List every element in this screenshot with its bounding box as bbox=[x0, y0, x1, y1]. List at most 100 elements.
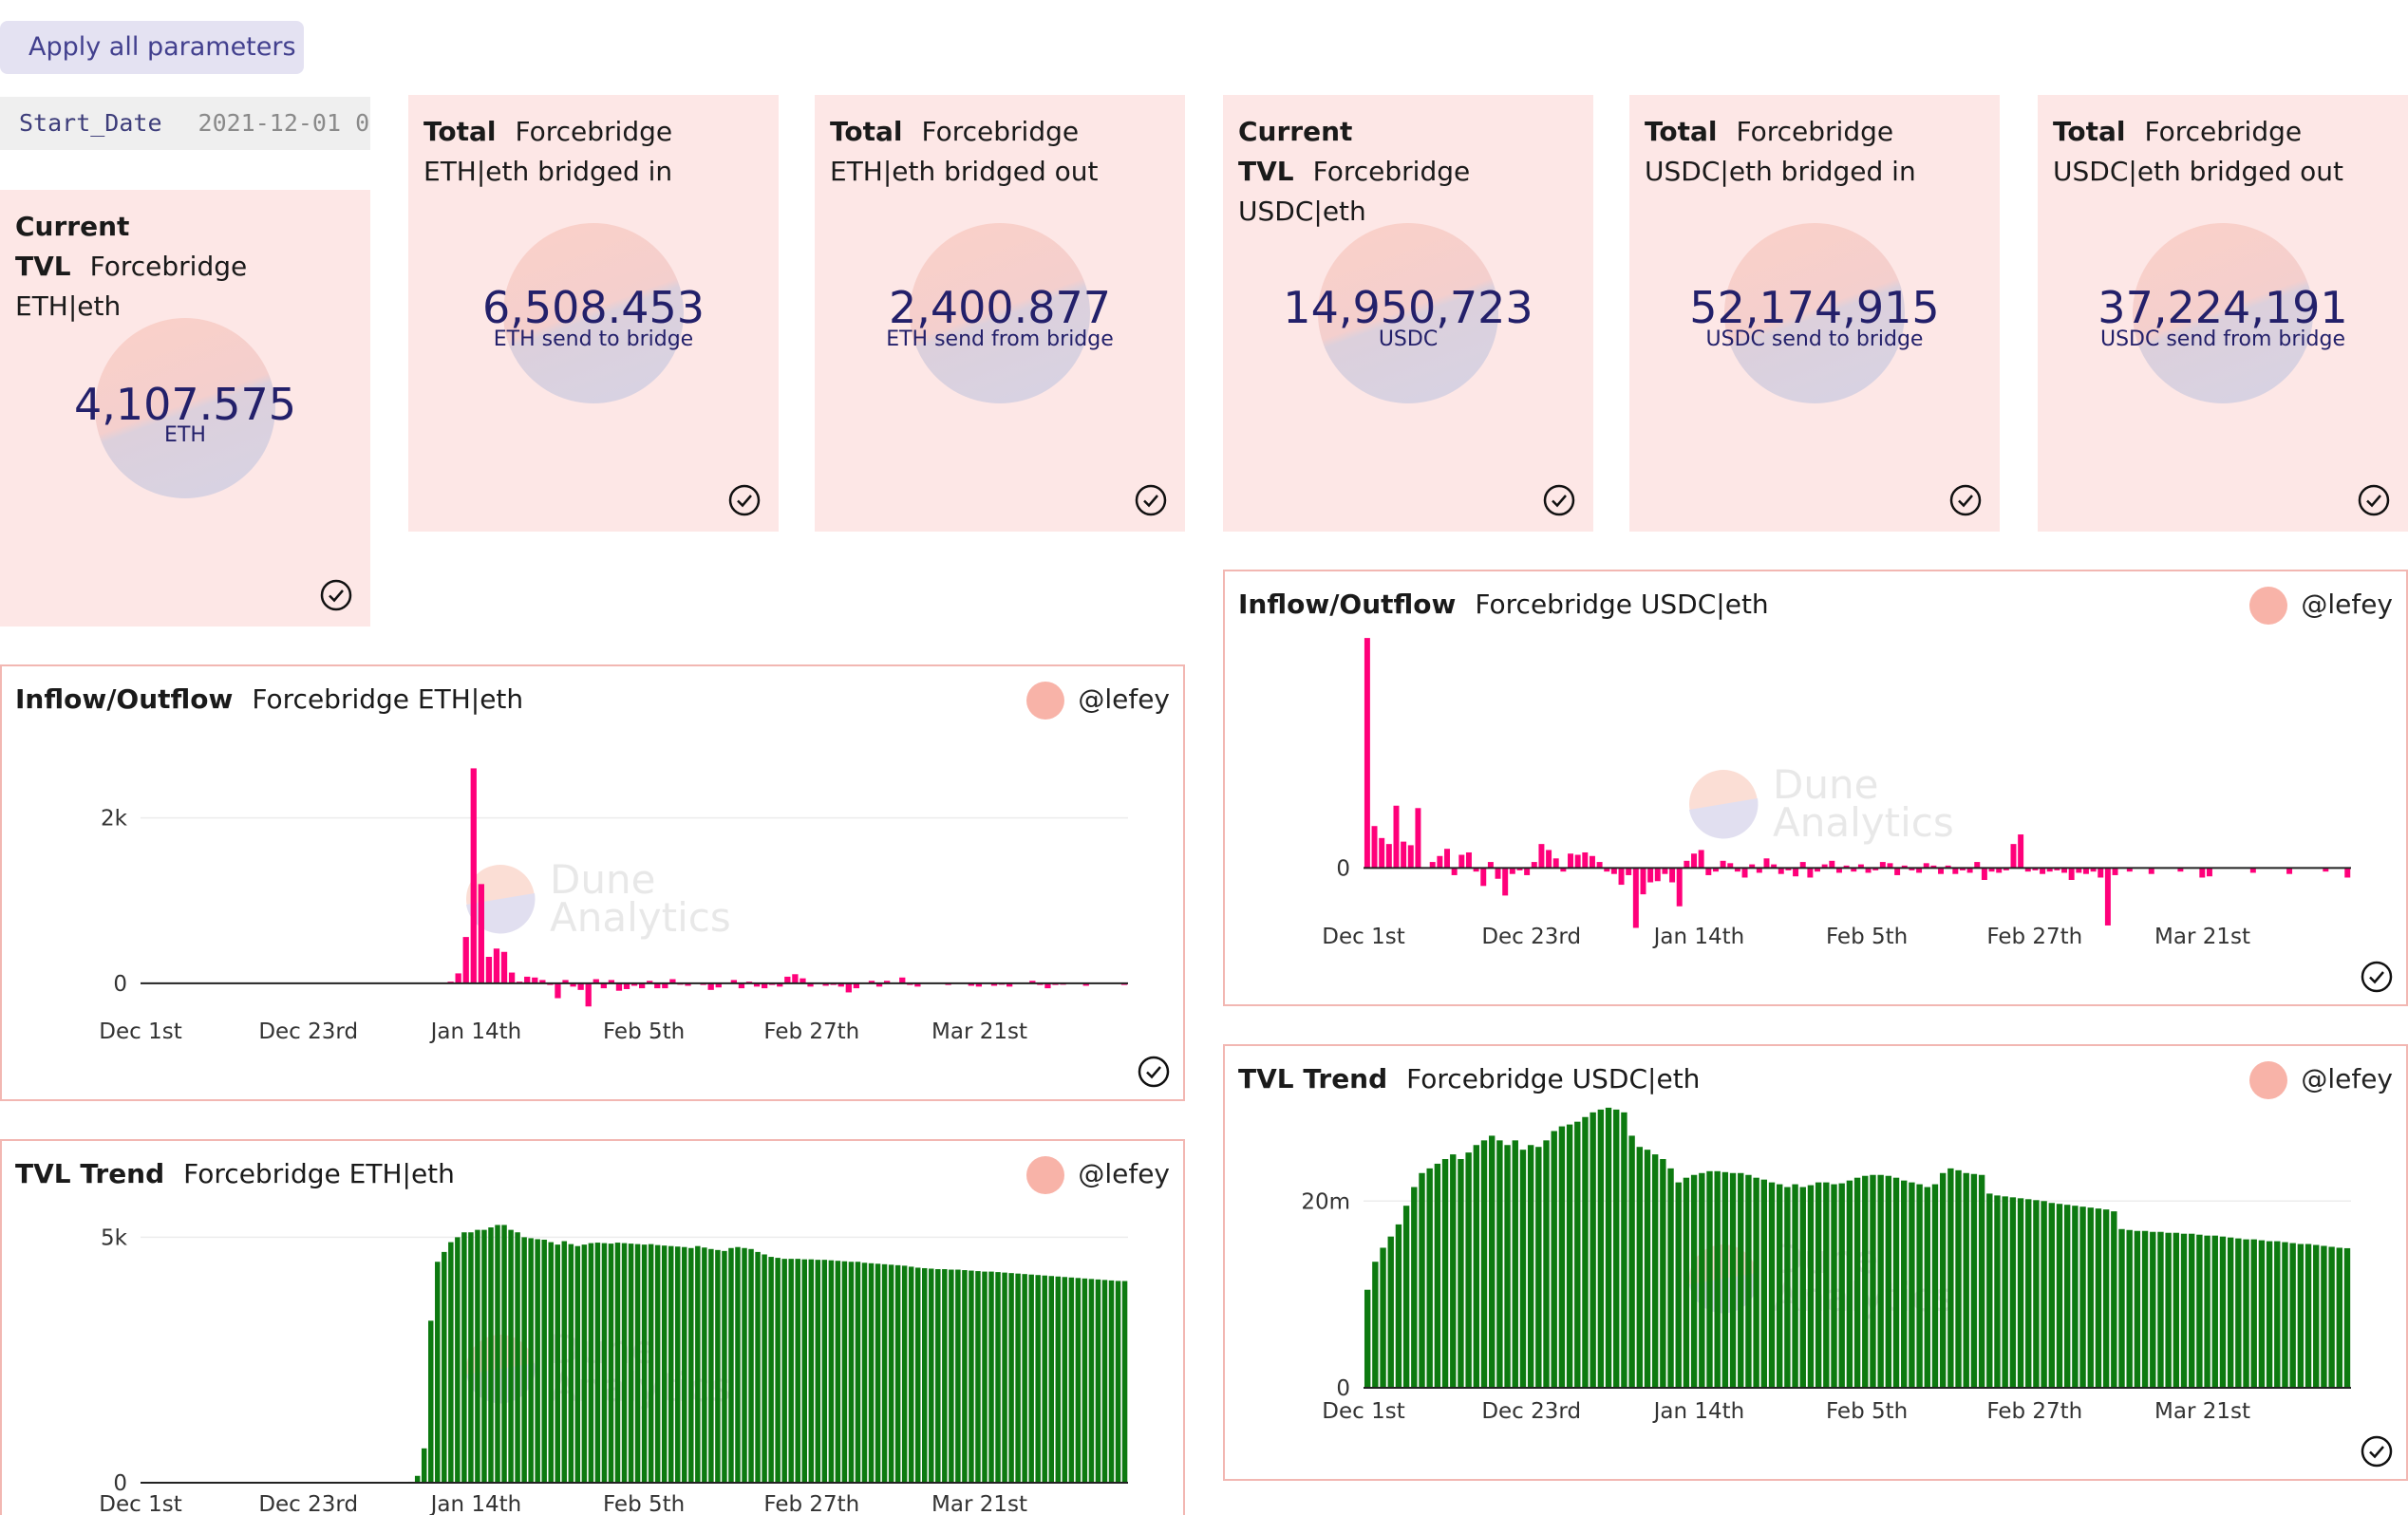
bar[interactable] bbox=[875, 982, 883, 987]
bar[interactable] bbox=[1519, 1150, 1527, 1388]
bar[interactable] bbox=[908, 1266, 914, 1483]
bar[interactable] bbox=[435, 1262, 441, 1483]
bar[interactable] bbox=[1582, 1116, 1589, 1388]
bar[interactable] bbox=[1721, 1171, 1729, 1388]
bar[interactable] bbox=[2126, 1229, 2133, 1388]
bar[interactable] bbox=[1835, 868, 1842, 873]
bar[interactable] bbox=[442, 1251, 447, 1483]
bar[interactable] bbox=[1862, 1175, 1869, 1388]
bar[interactable] bbox=[562, 980, 569, 983]
bar[interactable] bbox=[1994, 1195, 2001, 1388]
bar[interactable] bbox=[2056, 1204, 2063, 1388]
bar[interactable] bbox=[728, 1247, 734, 1483]
bar[interactable] bbox=[1531, 862, 1537, 869]
bar[interactable] bbox=[1495, 868, 1501, 879]
bar[interactable] bbox=[1745, 1174, 1752, 1388]
bar[interactable] bbox=[914, 1267, 921, 1483]
bar[interactable] bbox=[2323, 868, 2329, 872]
bar[interactable] bbox=[455, 1237, 461, 1483]
bar[interactable] bbox=[475, 1229, 480, 1483]
bar[interactable] bbox=[1387, 1236, 1394, 1388]
bar[interactable] bbox=[1597, 1109, 1605, 1388]
bar[interactable] bbox=[623, 982, 630, 989]
bar[interactable] bbox=[968, 982, 974, 986]
bar[interactable] bbox=[1527, 1145, 1534, 1388]
bar[interactable] bbox=[1939, 1172, 1947, 1388]
bar[interactable] bbox=[777, 982, 783, 987]
bar[interactable] bbox=[2150, 1231, 2156, 1388]
bar[interactable] bbox=[1546, 850, 1552, 869]
bar[interactable] bbox=[501, 1225, 507, 1483]
bar[interactable] bbox=[593, 979, 599, 983]
bar[interactable] bbox=[1444, 849, 1450, 869]
bar[interactable] bbox=[1738, 1172, 1744, 1388]
bar[interactable] bbox=[588, 1243, 594, 1483]
bar[interactable] bbox=[1807, 868, 1814, 878]
bar[interactable] bbox=[639, 982, 646, 989]
bar[interactable] bbox=[722, 1250, 727, 1483]
bar[interactable] bbox=[2079, 1206, 2086, 1388]
bar[interactable] bbox=[942, 1269, 948, 1483]
bar[interactable] bbox=[1035, 1275, 1041, 1483]
bar[interactable] bbox=[848, 1262, 855, 1483]
bar[interactable] bbox=[1829, 860, 1835, 869]
bar[interactable] bbox=[2126, 868, 2133, 872]
bar[interactable] bbox=[528, 1238, 534, 1483]
bar[interactable] bbox=[1380, 1247, 1386, 1388]
bar[interactable] bbox=[2072, 1206, 2079, 1388]
bar[interactable] bbox=[1768, 1182, 1776, 1388]
check-icon[interactable] bbox=[2361, 1435, 2393, 1468]
bar[interactable] bbox=[641, 1244, 648, 1483]
bar[interactable] bbox=[1978, 1174, 1985, 1388]
start-date-input[interactable]: 2021-12-01 0 bbox=[198, 109, 370, 137]
bar[interactable] bbox=[899, 977, 906, 983]
bar[interactable] bbox=[1885, 1175, 1892, 1388]
bar[interactable] bbox=[1632, 868, 1639, 928]
bar[interactable] bbox=[1596, 862, 1603, 869]
bar[interactable] bbox=[1959, 868, 1966, 870]
bar[interactable] bbox=[995, 1272, 1001, 1483]
bar[interactable] bbox=[2061, 868, 2067, 873]
bar[interactable] bbox=[730, 980, 738, 983]
bar[interactable] bbox=[1909, 1182, 1915, 1388]
bar[interactable] bbox=[1640, 868, 1646, 895]
bar[interactable] bbox=[2266, 1241, 2273, 1388]
bar[interactable] bbox=[682, 1246, 687, 1483]
bar[interactable] bbox=[748, 1248, 754, 1483]
bar[interactable] bbox=[1402, 1206, 1410, 1388]
bar[interactable] bbox=[1473, 868, 1479, 872]
bar[interactable] bbox=[1644, 1150, 1651, 1388]
bar[interactable] bbox=[662, 982, 668, 989]
bar[interactable] bbox=[695, 1245, 701, 1483]
bar[interactable] bbox=[2087, 1207, 2094, 1388]
bar[interactable] bbox=[1714, 1170, 1721, 1388]
bar[interactable] bbox=[1974, 862, 1981, 869]
bar[interactable] bbox=[1509, 868, 1515, 874]
bar[interactable] bbox=[2134, 1230, 2141, 1388]
bar[interactable] bbox=[1857, 864, 1864, 869]
bar[interactable] bbox=[2235, 1238, 2242, 1388]
bar[interactable] bbox=[1458, 854, 1465, 869]
bar[interactable] bbox=[962, 1270, 968, 1483]
bar[interactable] bbox=[2211, 1235, 2218, 1388]
bar[interactable] bbox=[2032, 868, 2039, 870]
bar[interactable] bbox=[1793, 868, 1799, 877]
bar[interactable] bbox=[1008, 1273, 1014, 1483]
bar[interactable] bbox=[1589, 855, 1595, 869]
bar[interactable] bbox=[2024, 868, 2031, 872]
bar[interactable] bbox=[2018, 834, 2024, 869]
bar[interactable] bbox=[975, 1271, 981, 1483]
bar[interactable] bbox=[448, 1242, 454, 1483]
bar[interactable] bbox=[901, 1265, 908, 1483]
bar[interactable] bbox=[1838, 1183, 1845, 1388]
bar[interactable] bbox=[468, 1232, 474, 1483]
bar[interactable] bbox=[1029, 981, 1036, 983]
bar[interactable] bbox=[1524, 868, 1531, 875]
bar[interactable] bbox=[2250, 1239, 2257, 1388]
bar[interactable] bbox=[822, 982, 829, 986]
bar[interactable] bbox=[1916, 868, 1923, 873]
bar[interactable] bbox=[461, 1232, 467, 1483]
bar[interactable] bbox=[1691, 853, 1697, 869]
bar[interactable] bbox=[894, 1264, 901, 1483]
bar[interactable] bbox=[1763, 858, 1770, 869]
